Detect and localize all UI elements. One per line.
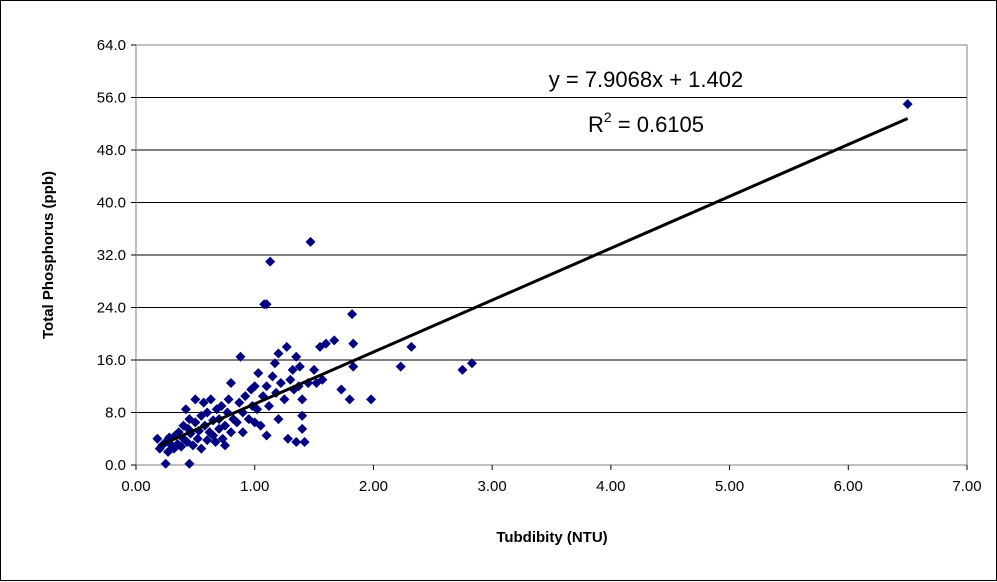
trendline-equation: y = 7.9068x + 1.402 bbox=[549, 67, 744, 92]
data-point bbox=[225, 427, 236, 438]
data-points bbox=[152, 99, 913, 469]
data-point bbox=[220, 440, 231, 451]
x-tick-label: 2.00 bbox=[359, 478, 388, 495]
data-point bbox=[267, 371, 278, 382]
data-point bbox=[216, 400, 227, 411]
data-point bbox=[320, 338, 331, 349]
data-point bbox=[223, 394, 234, 405]
x-tick-label: 1.00 bbox=[240, 478, 269, 495]
data-point bbox=[225, 377, 236, 388]
axis-ticks: 0.0 8.0 16.0 24.0 32.0 40.0 48.0 56.0 64.0 0.00 1.… bbox=[97, 37, 982, 495]
x-tick-label: 4.00 bbox=[596, 478, 625, 495]
data-point bbox=[252, 404, 263, 415]
data-point bbox=[317, 374, 328, 385]
y-tick-label: 24.0 bbox=[97, 300, 126, 317]
y-tick-label: 48.0 bbox=[97, 142, 126, 159]
y-tick-label: 56.0 bbox=[97, 90, 126, 107]
data-point bbox=[457, 364, 468, 375]
data-point bbox=[297, 423, 308, 434]
data-point bbox=[190, 394, 201, 405]
data-point bbox=[253, 368, 264, 379]
data-point bbox=[291, 437, 302, 448]
data-point bbox=[336, 384, 347, 395]
data-point bbox=[265, 256, 276, 267]
data-point bbox=[348, 361, 359, 372]
data-point bbox=[205, 394, 216, 405]
y-tick-label: 64.0 bbox=[97, 37, 126, 54]
data-point bbox=[285, 374, 296, 385]
data-point bbox=[249, 381, 260, 392]
y-tick-label: 16.0 bbox=[97, 352, 126, 369]
data-point bbox=[466, 358, 477, 369]
data-point bbox=[187, 440, 198, 451]
data-point bbox=[366, 394, 377, 405]
data-point bbox=[347, 309, 358, 320]
data-point bbox=[184, 458, 195, 469]
x-tick-label: 3.00 bbox=[478, 478, 507, 495]
x-tick-label: 6.00 bbox=[834, 478, 863, 495]
x-tick-label: 7.00 bbox=[952, 478, 981, 495]
data-point bbox=[152, 433, 163, 444]
data-point bbox=[406, 341, 417, 352]
r-squared-value: = 0.6105 bbox=[612, 112, 704, 137]
grid-lines bbox=[136, 44, 967, 413]
y-tick-label: 32.0 bbox=[97, 247, 126, 264]
data-point bbox=[210, 437, 221, 448]
data-point bbox=[297, 410, 308, 421]
data-point bbox=[240, 391, 251, 402]
data-point bbox=[237, 427, 248, 438]
data-point bbox=[190, 417, 201, 428]
data-point bbox=[202, 435, 213, 446]
r-squared-exponent: 2 bbox=[604, 109, 612, 125]
data-point bbox=[198, 397, 209, 408]
data-point bbox=[282, 433, 293, 444]
data-point bbox=[202, 407, 213, 418]
r-squared-prefix: R bbox=[588, 112, 604, 137]
data-point bbox=[273, 414, 284, 425]
data-point bbox=[329, 335, 340, 346]
data-point bbox=[180, 404, 191, 415]
data-point bbox=[196, 443, 207, 454]
data-point bbox=[261, 299, 272, 310]
data-point bbox=[235, 351, 246, 362]
data-point bbox=[249, 417, 260, 428]
data-point bbox=[231, 417, 242, 428]
trendline bbox=[159, 117, 909, 447]
data-point bbox=[279, 394, 290, 405]
y-tick-label: 8.0 bbox=[105, 405, 126, 422]
data-point bbox=[261, 430, 272, 441]
data-point bbox=[234, 397, 245, 408]
y-tick-label: 0.0 bbox=[105, 457, 126, 474]
data-point bbox=[263, 400, 274, 411]
data-point bbox=[902, 99, 913, 110]
data-point bbox=[176, 441, 187, 452]
data-point bbox=[344, 394, 355, 405]
data-point bbox=[305, 236, 316, 247]
x-tick-label: 5.00 bbox=[715, 478, 744, 495]
data-point bbox=[220, 420, 231, 431]
data-point bbox=[287, 364, 298, 375]
data-point bbox=[160, 458, 171, 469]
data-point bbox=[309, 364, 320, 375]
x-tick-label: 0.00 bbox=[121, 478, 150, 495]
y-axis-title: Total Phosphorus (ppb) bbox=[40, 171, 57, 339]
data-point bbox=[275, 377, 286, 388]
data-point bbox=[273, 348, 284, 359]
data-point bbox=[255, 420, 266, 431]
data-point bbox=[269, 358, 280, 369]
data-point bbox=[281, 341, 292, 352]
data-point bbox=[261, 381, 272, 392]
data-point bbox=[348, 338, 359, 349]
y-tick-label: 40.0 bbox=[97, 195, 126, 212]
x-axis-title: Tubdibity (NTU) bbox=[496, 529, 607, 546]
data-point bbox=[297, 394, 308, 405]
data-point bbox=[299, 437, 310, 448]
data-point bbox=[192, 433, 203, 444]
data-point bbox=[291, 351, 302, 362]
r-squared-label: R2 = 0.6105 bbox=[588, 109, 704, 137]
data-point bbox=[395, 361, 406, 372]
data-point bbox=[294, 361, 305, 372]
